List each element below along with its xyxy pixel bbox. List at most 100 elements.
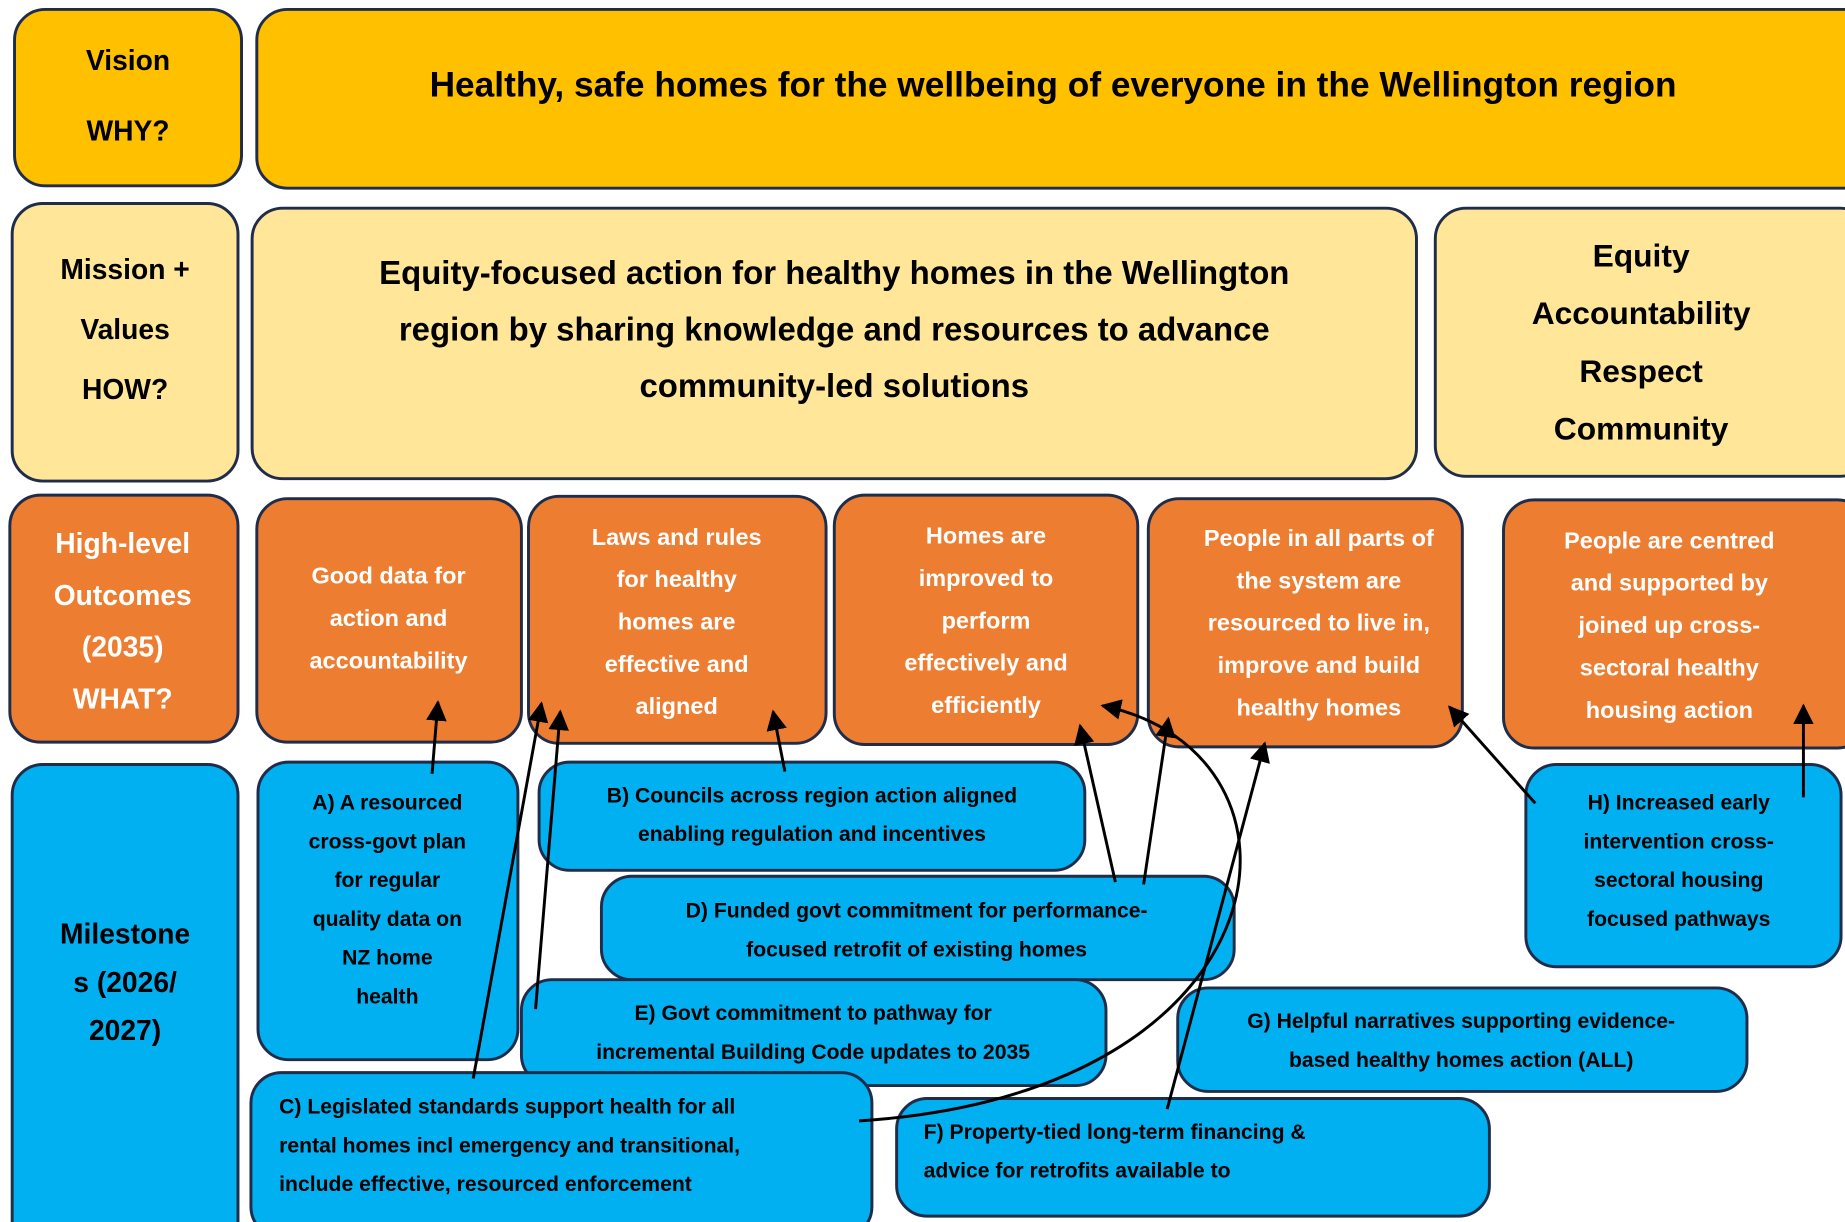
outcomes-label: High-level Outcomes (2035) WHAT?: [8, 493, 240, 744]
milestone-text: D) Funded govt commitment for performanc…: [686, 900, 1148, 923]
milestone-text: advice for retrofits available to: [924, 1160, 1231, 1183]
mission-label-text: Mission +: [60, 253, 189, 285]
arrow: [1074, 723, 1117, 883]
outcome-text: healthy homes: [1237, 694, 1402, 720]
vision-statement-box: [255, 7, 1845, 190]
outcome-text: homes are: [618, 609, 736, 635]
outcome-text: joined up cross-: [1578, 612, 1761, 638]
milestone: G) Helpful narratives supporting evidenc…: [1176, 986, 1749, 1093]
outcome-text: and supported by: [1571, 570, 1768, 596]
milestone-text: F) Property-tied long-term financing &: [924, 1121, 1306, 1144]
arrow: [1448, 705, 1537, 805]
milestone-box: [256, 760, 520, 1062]
mission-statement-box: [250, 206, 1418, 481]
milestone-text: G) Helpful narratives supporting evidenc…: [1247, 1010, 1675, 1033]
milestone: B) Councils across region action aligned…: [537, 760, 1087, 872]
milestone-text: health: [356, 986, 418, 1009]
mission-label: Mission + Values HOW?: [10, 202, 240, 483]
milestone: D) Funded govt commitment for performanc…: [599, 874, 1236, 982]
outcome-box: [255, 497, 523, 744]
values-box: [1433, 206, 1845, 478]
mission-label-text: HOW?: [82, 373, 168, 405]
outcome-text: the system are: [1237, 567, 1402, 593]
outcome-text: Laws and rules: [592, 524, 762, 550]
vision-statement: Healthy, safe homes for the wellbeing of…: [255, 7, 1845, 190]
outcome-box: [1502, 498, 1845, 750]
milestone-box: [519, 978, 1108, 1088]
mission-label-box: [10, 202, 240, 483]
outcomes-label-box: [8, 493, 240, 744]
milestone-text: focused retrofit of existing homes: [746, 938, 1087, 961]
values-text: Accountability: [1532, 295, 1751, 331]
vision-label-text: Vision: [86, 44, 170, 76]
outcome-text: People in all parts of: [1204, 525, 1434, 551]
outcome-text: improved to: [919, 565, 1054, 591]
milestones-label-box: [10, 763, 240, 1222]
mission-label-text: Values: [80, 313, 169, 345]
milestones-label-text: 2027): [89, 1014, 161, 1046]
milestone-text: sectoral housing: [1594, 869, 1763, 892]
outcome-text: perform: [942, 607, 1031, 633]
milestone-text: cross-govt plan: [309, 830, 467, 853]
milestone: F) Property-tied long-term financing & ad…: [895, 1097, 1491, 1218]
outcome: Laws and rules for healthy homes are effect…: [527, 494, 828, 745]
milestone-text: focused pathways: [1587, 908, 1770, 931]
milestone-box: [537, 760, 1087, 872]
mission-statement-text: community-led solutions: [639, 367, 1029, 404]
values-text: Respect: [1579, 353, 1703, 389]
milestone-text: H) Increased early: [1588, 791, 1771, 814]
outcome-text: resourced to live in,: [1208, 610, 1430, 636]
milestone-text: based healthy homes action (ALL): [1289, 1049, 1633, 1072]
milestone-text: rental homes incl emergency and transiti…: [279, 1134, 740, 1157]
milestone-box: [599, 874, 1236, 982]
outcomes-label-text: (2035): [82, 631, 164, 663]
outcome-text: effectively and: [904, 650, 1067, 676]
milestone-text: include effective, resourced enforcement: [279, 1173, 692, 1196]
outcome-text: housing action: [1586, 697, 1753, 723]
outcome-text: effective and: [605, 651, 749, 677]
milestone-text: E) Govt commitment to pathway for: [634, 1002, 991, 1025]
milestone-box: [1176, 986, 1749, 1093]
outcome: People are centred and supported by joined…: [1502, 498, 1845, 750]
outcome-text: action and: [330, 605, 448, 631]
outcome: Good data for action and accountability: [255, 497, 523, 744]
outcome-text: aligned: [636, 693, 718, 719]
milestones-label-text: s (2026/: [73, 966, 177, 998]
milestone: H) Increased early intervention cross-sec…: [1524, 763, 1843, 969]
milestone-text: A) A resourced: [312, 791, 462, 814]
milestone-box: [895, 1097, 1491, 1218]
milestone-text: intervention cross-: [1584, 830, 1774, 853]
milestone-text: NZ home: [342, 947, 433, 970]
vision-statement-text: Healthy, safe homes for the wellbeing of…: [430, 65, 1677, 104]
mission-statement-text: region by sharing knowledge and resource…: [399, 310, 1270, 347]
values-text: Community: [1554, 410, 1729, 446]
outcome-text: for healthy: [617, 566, 737, 592]
arrow: [471, 701, 549, 1079]
milestone-text: for regular: [334, 869, 440, 892]
milestone: A) A resourced cross-govt plan for regular…: [256, 760, 520, 1062]
outcome-text: sectoral healthy: [1580, 654, 1759, 680]
outcome-text: Homes are: [926, 523, 1046, 549]
outcomes-label-text: WHAT?: [73, 682, 173, 714]
outcome-box: [527, 494, 828, 745]
milestone-box: [1524, 763, 1843, 969]
milestone: E) Govt commitment to pathway for increme…: [519, 978, 1108, 1088]
values-text: Equity: [1593, 238, 1690, 274]
milestone-text: enabling regulation and incentives: [638, 823, 986, 846]
milestone-text: quality data on: [313, 908, 462, 931]
outcomes-label-text: High-level: [55, 527, 190, 559]
milestone-box: [249, 1071, 874, 1222]
milestone: C) Legislated standards support health f…: [249, 1071, 874, 1222]
outcome: Homes are improved to perform effectively a…: [832, 493, 1140, 746]
outcome-box: [1146, 497, 1464, 749]
vision-label-text: WHY?: [86, 114, 169, 146]
outcomes-label-text: Outcomes: [54, 579, 192, 611]
outcome-text: People are centred: [1564, 527, 1774, 553]
mission-statement: Equity-focused action for healthy homes …: [250, 206, 1418, 481]
arrow: [766, 709, 787, 772]
milestones-label: Milestone s (2026/2027): [10, 763, 240, 1222]
outcome-text: efficiently: [931, 692, 1041, 718]
milestone-text: incremental Building Code updates to 203…: [596, 1041, 1030, 1064]
